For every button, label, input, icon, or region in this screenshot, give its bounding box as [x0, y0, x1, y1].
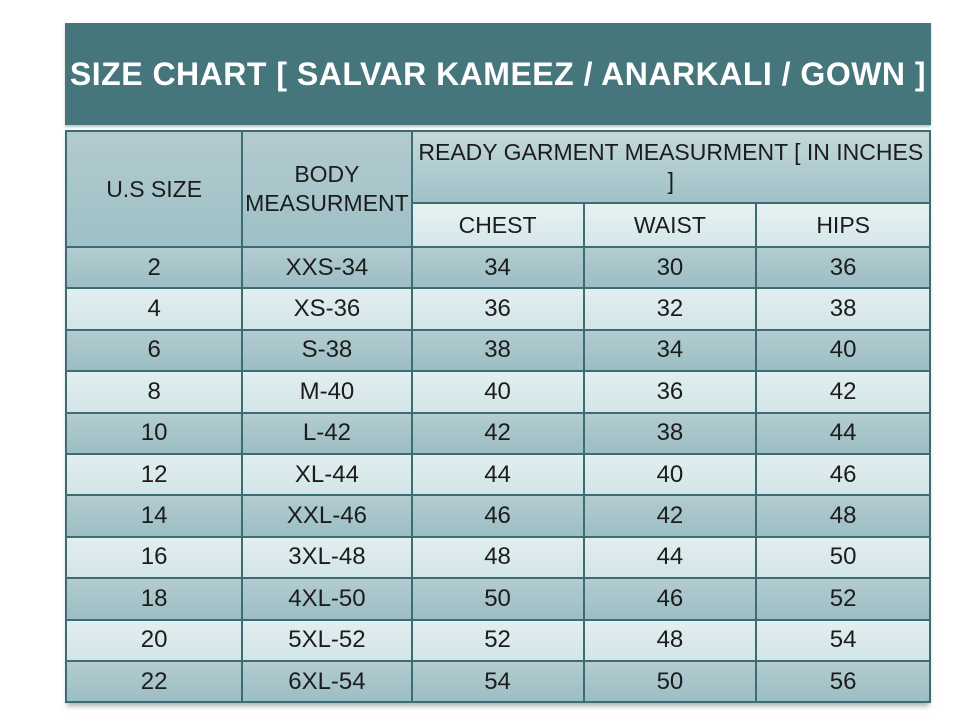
header-body-measurement: BODY MEASURMENT: [241, 130, 413, 248]
table-subheader-row: CHEST WAIST HIPS: [66, 202, 931, 248]
cell-waist: 30: [582, 245, 758, 290]
cell-us-size: 20: [64, 618, 244, 662]
cell-waist: 50: [582, 659, 758, 704]
cell-chest: 40: [410, 370, 585, 414]
cell-us-size: 10: [64, 411, 244, 455]
table-row: 18 4XL-50 50 46 52: [64, 577, 931, 621]
size-table: U.S SIZE BODY MEASURMENT READY GARMENT M…: [64, 130, 932, 704]
title-banner: SIZE CHART [ SALVAR KAMEEZ / ANARKALI / …: [65, 23, 931, 125]
cell-chest: 54: [410, 659, 585, 704]
cell-hips: 36: [755, 245, 931, 290]
cell-body-measurement: S-38: [241, 328, 413, 373]
cell-hips: 38: [755, 287, 931, 331]
cell-waist: 48: [582, 618, 758, 662]
cell-chest: 38: [410, 328, 585, 373]
cell-waist: 32: [582, 287, 758, 331]
cell-body-measurement: 6XL-54: [241, 659, 413, 704]
table-row: 2 XXS-34 34 30 36: [64, 245, 931, 290]
cell-chest: 46: [410, 494, 585, 538]
cell-hips: 40: [755, 328, 931, 373]
cell-chest: 36: [410, 287, 585, 331]
table-row: 22 6XL-54 54 50 56: [64, 659, 931, 704]
table-row: 6 S-38 38 34 40: [64, 328, 931, 373]
cell-chest: 44: [410, 452, 585, 497]
cell-chest: 42: [410, 411, 585, 455]
header-chest: CHEST: [410, 202, 585, 248]
header-waist: WAIST: [582, 202, 758, 248]
header-us-size: U.S SIZE: [64, 130, 244, 248]
table-row: 20 5XL-52 52 48 54: [64, 618, 931, 662]
cell-body-measurement: XS-36: [241, 287, 413, 331]
cell-body-measurement: XL-44: [241, 452, 413, 497]
cell-body-measurement: L-42: [241, 411, 413, 455]
cell-waist: 38: [582, 411, 758, 455]
cell-us-size: 18: [64, 577, 244, 621]
cell-waist: 46: [582, 577, 758, 621]
cell-body-measurement: M-40: [241, 370, 413, 414]
cell-waist: 36: [582, 370, 758, 414]
cell-chest: 50: [410, 577, 585, 621]
table-row: 10 L-42 42 38 44: [64, 411, 931, 455]
cell-waist: 40: [582, 452, 758, 497]
cell-waist: 34: [582, 328, 758, 373]
cell-hips: 54: [755, 618, 931, 662]
table-row: 12 XL-44 44 40 46: [64, 452, 931, 497]
cell-body-measurement: XXL-46: [241, 494, 413, 538]
cell-waist: 44: [582, 535, 758, 580]
cell-hips: 46: [755, 452, 931, 497]
cell-chest: 34: [410, 245, 585, 290]
header-ready-garment: READY GARMENT MEASURMENT [ IN INCHES ]: [410, 130, 932, 204]
cell-hips: 50: [755, 535, 931, 580]
cell-us-size: 12: [64, 452, 244, 497]
table-row: 14 XXL-46 46 42 48: [64, 494, 931, 538]
cell-body-measurement: 5XL-52: [241, 618, 413, 662]
cell-hips: 48: [755, 494, 931, 538]
cell-us-size: 16: [64, 535, 244, 580]
cell-hips: 44: [755, 411, 931, 455]
cell-chest: 52: [410, 618, 585, 662]
page-title: SIZE CHART [ SALVAR KAMEEZ / ANARKALI / …: [69, 55, 927, 92]
table-row: 8 M-40 40 36 42: [64, 370, 931, 414]
cell-us-size: 14: [64, 494, 244, 538]
cell-body-measurement: 3XL-48: [241, 535, 413, 580]
cell-us-size: 22: [64, 659, 244, 704]
table-row: 16 3XL-48 48 44 50: [64, 535, 931, 580]
cell-hips: 52: [755, 577, 931, 621]
cell-us-size: 8: [64, 370, 244, 414]
cell-hips: 42: [755, 370, 931, 414]
table-header-row: U.S SIZE BODY MEASURMENT READY GARMENT M…: [64, 130, 932, 248]
cell-hips: 56: [755, 659, 931, 704]
cell-waist: 42: [582, 494, 758, 538]
cell-chest: 48: [410, 535, 585, 580]
header-hips: HIPS: [755, 202, 931, 248]
cell-us-size: 6: [64, 328, 244, 373]
cell-body-measurement: XXS-34: [241, 245, 413, 290]
cell-us-size: 2: [64, 245, 244, 290]
cell-us-size: 4: [64, 287, 244, 331]
table-row: 4 XS-36 36 32 38: [64, 287, 931, 331]
cell-body-measurement: 4XL-50: [241, 577, 413, 621]
